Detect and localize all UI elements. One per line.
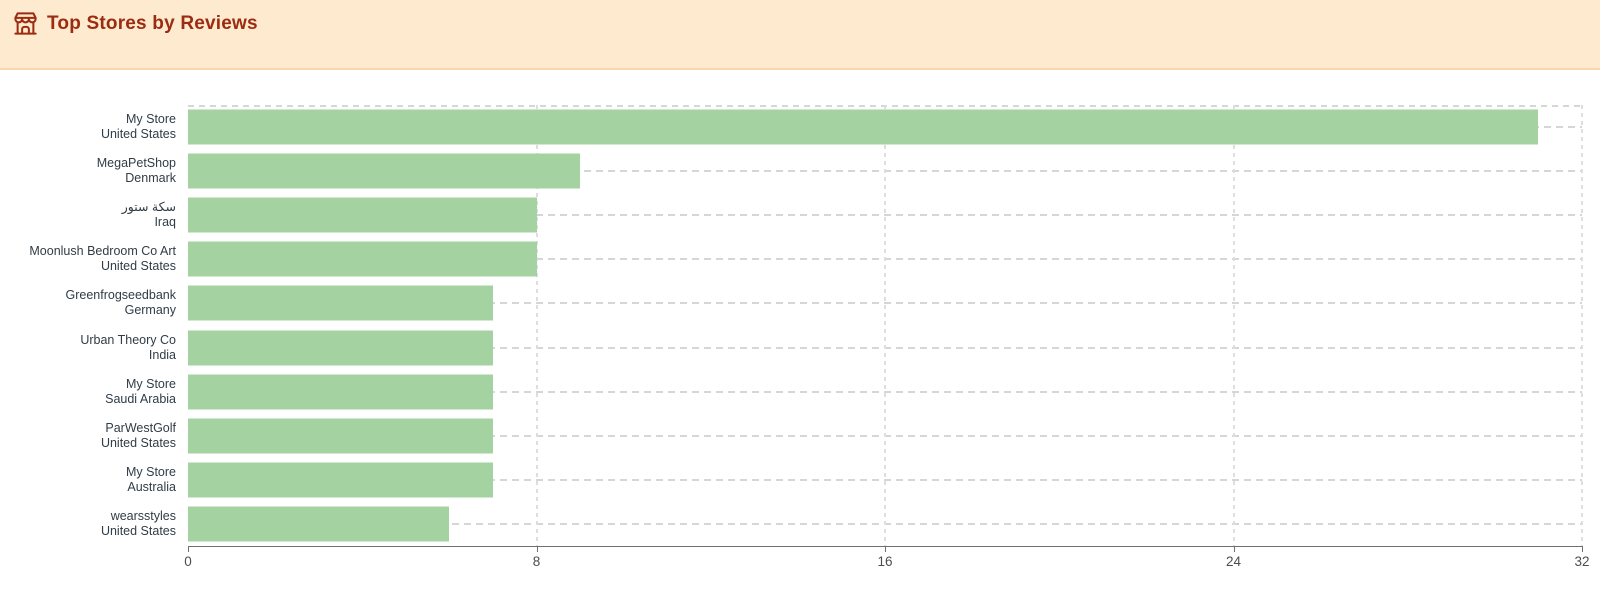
storefront-icon xyxy=(12,10,39,37)
category-label: My Store Australia xyxy=(0,465,176,495)
page-title: Top Stores by Reviews xyxy=(47,13,258,34)
bar[interactable] xyxy=(188,330,493,366)
x-axis: 0 8 16 24 32 xyxy=(184,546,1590,576)
store-name: Moonlush Bedroom Co Art xyxy=(29,244,176,259)
axis-tick xyxy=(188,546,189,552)
category-label: MegaPetShop Denmark xyxy=(0,156,176,186)
store-name: MegaPetShop xyxy=(96,156,176,171)
vertical-gridline xyxy=(1581,105,1583,546)
category-label: My Store Saudi Arabia xyxy=(0,377,176,407)
axis-tick-label: 8 xyxy=(532,554,541,569)
store-name: Greenfrogseedbank xyxy=(65,288,177,303)
bar[interactable] xyxy=(188,462,493,498)
bar[interactable] xyxy=(188,153,581,189)
axis-tick-label: 32 xyxy=(1574,554,1590,569)
store-name: My Store xyxy=(125,376,176,391)
vertical-gridline xyxy=(1232,105,1235,546)
category-label: Greenfrogseedbank Germany xyxy=(0,288,177,318)
bar-chart: My Store United States MegaPetShop Denma… xyxy=(29,105,1590,576)
axis-tick xyxy=(536,546,538,552)
vertical-gridline xyxy=(535,105,538,546)
axis-tick xyxy=(1233,546,1235,552)
axis-tick xyxy=(1582,546,1583,552)
bar[interactable] xyxy=(188,241,537,277)
bar[interactable] xyxy=(188,197,537,233)
store-country: United States xyxy=(100,435,176,450)
category-label: ParWestGolf United States xyxy=(0,421,176,451)
bar-row: MegaPetShop Denmark xyxy=(97,149,1582,193)
store-country: Australia xyxy=(127,479,176,494)
store-country: Saudi Arabia xyxy=(105,391,176,406)
vertical-gridline xyxy=(884,105,886,546)
store-country: Iraq xyxy=(154,215,176,230)
store-name: ParWestGolf xyxy=(105,420,176,435)
store-country: India xyxy=(148,347,176,362)
bar[interactable] xyxy=(188,109,1539,145)
header: Top Stores by Reviews xyxy=(0,0,1600,70)
axis-tick-label: 24 xyxy=(1225,554,1242,569)
store-name: wearsstyles xyxy=(110,508,176,523)
store-name: My Store xyxy=(125,464,176,479)
store-country: United States xyxy=(100,259,176,274)
category-label: wearsstyles United States xyxy=(0,509,176,539)
store-country: United States xyxy=(100,523,176,538)
bar[interactable] xyxy=(188,418,493,454)
bar[interactable] xyxy=(188,285,493,321)
bar[interactable] xyxy=(188,506,450,542)
bar-row: My Store United States xyxy=(101,105,1582,149)
axis-tick xyxy=(885,546,886,552)
store-name: My Store xyxy=(125,112,176,127)
category-label: سكة ستور Iraq xyxy=(0,200,176,230)
axis-tick-label: 0 xyxy=(184,554,192,569)
axis-tick-label: 16 xyxy=(877,554,893,569)
store-name: سكة ستور xyxy=(121,200,176,215)
store-country: Germany xyxy=(124,303,176,318)
category-label: My Store United States xyxy=(0,112,176,142)
bar[interactable] xyxy=(188,374,493,410)
store-name: Urban Theory Co xyxy=(80,332,176,347)
category-label: Urban Theory Co India xyxy=(0,333,176,363)
store-country: United States xyxy=(100,127,176,142)
category-label: Moonlush Bedroom Co Art United States xyxy=(0,244,176,274)
plot-area: My Store United States MegaPetShop Denma… xyxy=(29,105,1583,546)
store-country: Denmark xyxy=(125,171,176,186)
